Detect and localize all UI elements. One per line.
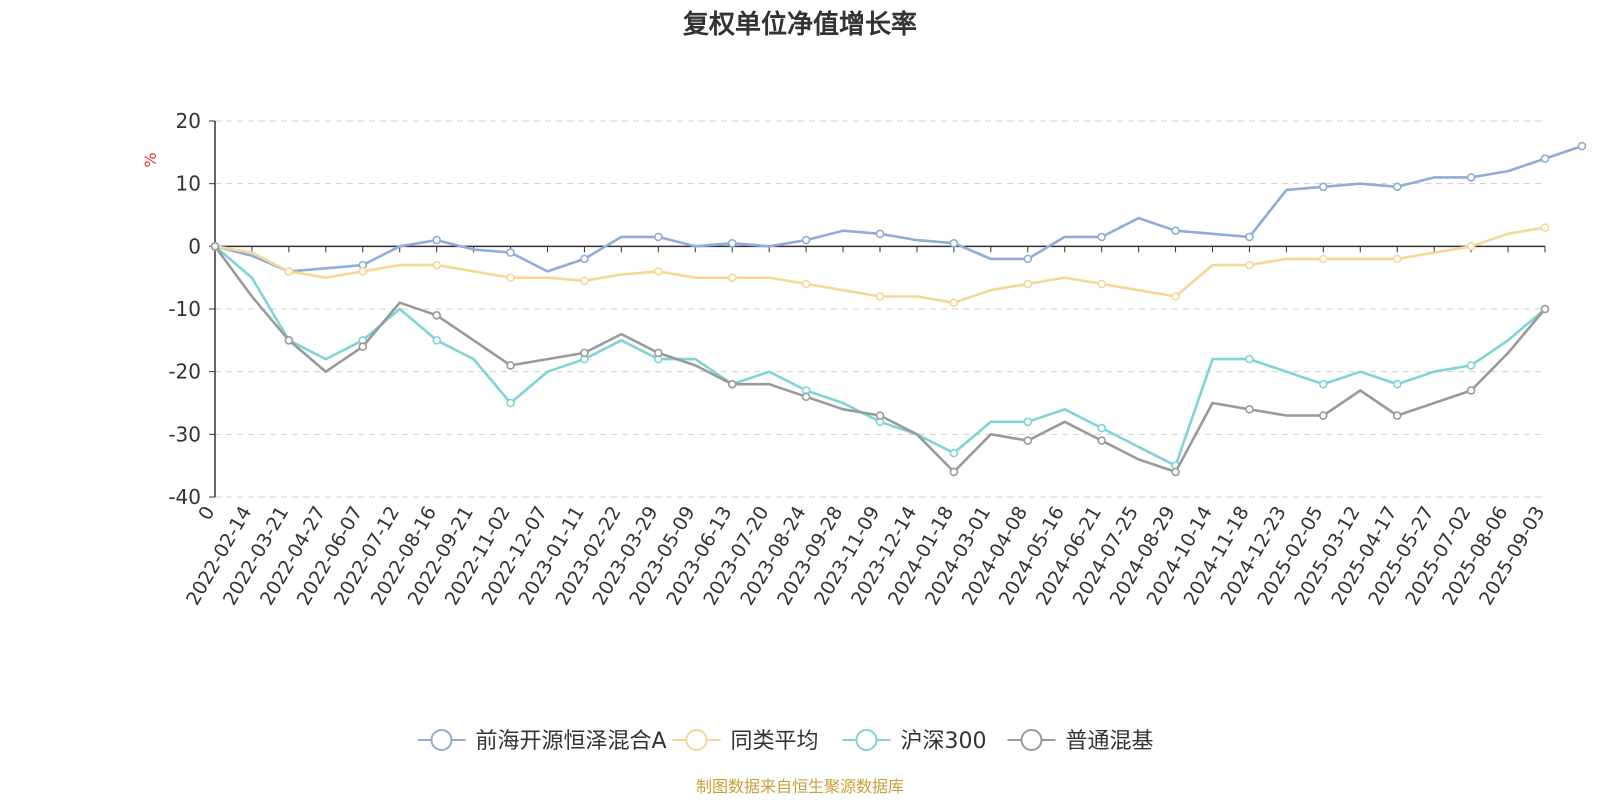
series-point <box>1319 379 1328 389</box>
series-point <box>801 392 811 402</box>
series-point <box>432 260 441 270</box>
series-point <box>949 298 959 308</box>
series-point <box>580 348 589 358</box>
legend-marker <box>430 729 453 751</box>
series-point <box>1466 242 1476 251</box>
series-point <box>506 273 515 282</box>
y-tick-label: -40 <box>168 485 201 509</box>
y-tick-label: 20 <box>176 109 201 133</box>
x-axis-ticks: 02022-02-142022-03-212022-04-272022-06-0… <box>182 246 1549 609</box>
series-point <box>1097 436 1106 445</box>
series-point <box>1540 223 1550 232</box>
y-tick-label: 10 <box>176 172 201 196</box>
series-point <box>1319 411 1328 420</box>
series-lines <box>210 141 1587 477</box>
legend-marker <box>855 729 878 751</box>
series-point <box>1171 292 1180 301</box>
series-point <box>1023 436 1033 445</box>
series-point <box>1392 411 1402 420</box>
series-point <box>580 276 589 286</box>
y-tick-label: -20 <box>168 360 201 384</box>
series-point <box>432 235 441 245</box>
series-point <box>1097 423 1106 433</box>
series-point <box>210 242 220 251</box>
legend-label: 普通混基 <box>1066 729 1154 754</box>
series-point <box>875 229 885 239</box>
series-point <box>1023 417 1033 427</box>
y-axis-ticks: 20 10 0 -10 -20 -30 -40 <box>168 109 215 509</box>
legend-label: 前海开源恒泽混合A <box>476 729 667 754</box>
legend-label: 同类平均 <box>731 729 819 754</box>
series-point <box>1023 279 1033 289</box>
series-point <box>727 238 737 248</box>
legend-marker <box>1020 729 1043 751</box>
series-point <box>432 310 441 320</box>
series-point <box>1245 404 1254 414</box>
series-point <box>506 248 515 257</box>
series-point <box>284 267 294 276</box>
series-point <box>654 348 663 358</box>
series-point <box>1245 260 1254 270</box>
series-point <box>1540 304 1550 314</box>
legend-item[interactable]: 普通混基 <box>1007 729 1154 754</box>
series-point <box>875 292 885 301</box>
series-point <box>1466 361 1476 370</box>
legend-item[interactable]: 沪深300 <box>842 729 987 754</box>
series-point <box>1097 279 1106 289</box>
series-point <box>801 279 811 289</box>
y-tick-label: -30 <box>168 422 201 446</box>
series-point <box>1577 141 1587 151</box>
series-point <box>1540 154 1550 163</box>
series-point <box>1319 254 1328 264</box>
y-tick-label: -10 <box>168 297 201 321</box>
series-point <box>506 361 515 370</box>
series-point <box>1392 182 1402 192</box>
chart-title: 复权单位净值增长率 <box>683 9 917 40</box>
y-axis-unit-label: % <box>141 152 160 167</box>
series-point <box>875 411 885 420</box>
series-point <box>654 267 663 276</box>
series-point <box>1466 386 1476 395</box>
series-point <box>1319 182 1328 192</box>
series-point <box>801 235 811 245</box>
series-point <box>654 232 663 242</box>
series-line <box>214 245 1546 467</box>
series-point <box>432 336 441 345</box>
legend-item[interactable]: 前海开源恒泽混合A <box>417 729 667 754</box>
x-tick-label: 0 <box>194 503 219 524</box>
series-point <box>1392 254 1402 264</box>
series-point <box>949 448 959 458</box>
series-point <box>506 398 515 408</box>
series-point <box>1171 467 1180 477</box>
legend-item[interactable]: 同类平均 <box>672 729 819 754</box>
legend[interactable]: 前海开源恒泽混合A 同类平均 沪深300 普通混基 <box>417 729 1154 754</box>
series-line <box>214 144 1583 273</box>
series-point <box>949 467 959 477</box>
grid-lines <box>215 120 1545 498</box>
series-line <box>214 226 1546 304</box>
series-point <box>949 238 959 248</box>
series-point <box>1392 379 1402 389</box>
legend-marker <box>685 729 708 751</box>
series-point <box>358 342 368 351</box>
series-line <box>213 245 1546 474</box>
series-point <box>1023 254 1033 264</box>
series-point <box>1245 232 1254 242</box>
series-point <box>580 254 589 264</box>
series-point <box>727 273 737 282</box>
series-point <box>1245 354 1254 364</box>
series-point <box>1097 232 1106 242</box>
y-tick-label: 0 <box>188 234 201 258</box>
series-point <box>727 379 737 389</box>
series-point <box>358 267 368 276</box>
legend-label: 沪深300 <box>901 729 987 754</box>
series-point <box>284 336 294 345</box>
series-point <box>1466 173 1476 182</box>
series-point <box>1171 226 1180 235</box>
source-note: 制图数据来自恒生聚源数据库 <box>696 777 904 796</box>
